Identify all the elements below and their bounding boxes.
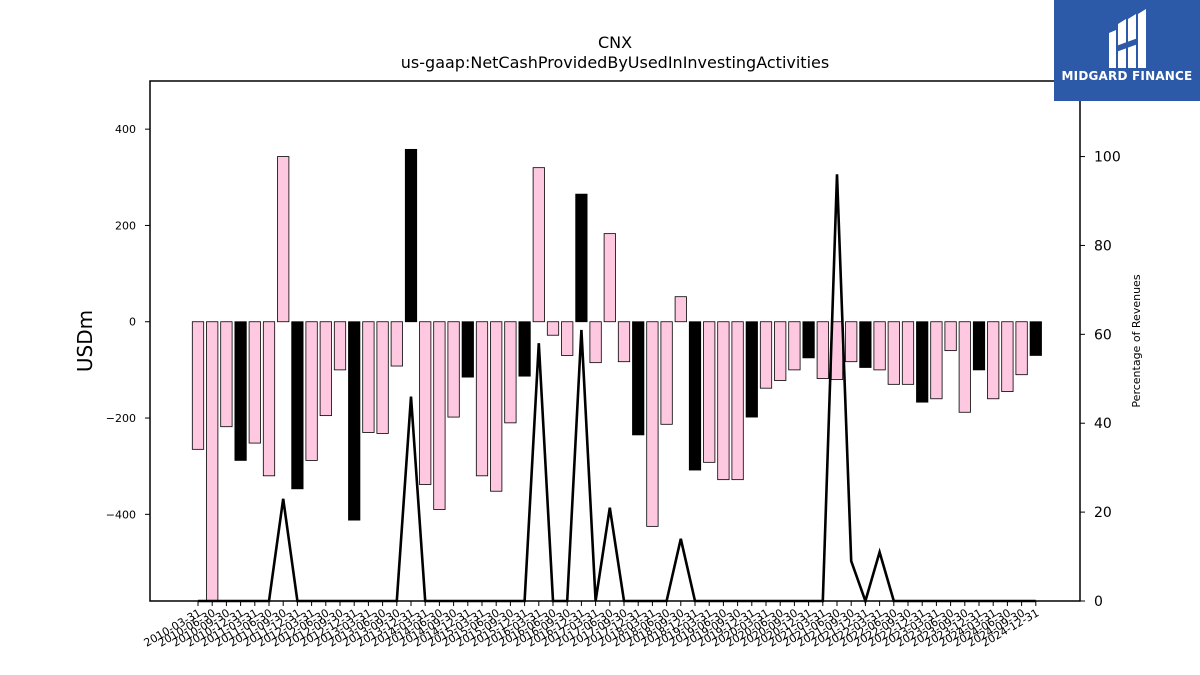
bar-2024-03-31 bbox=[987, 321, 1000, 400]
y-tick-label: 200 bbox=[115, 219, 136, 232]
bar-2017-12-31 bbox=[632, 321, 645, 436]
logo-mark-icon bbox=[1109, 9, 1146, 68]
bar-2024-09-30 bbox=[1015, 321, 1028, 376]
bar-2022-12-31 bbox=[916, 321, 929, 403]
bar-2010-09-30 bbox=[220, 321, 233, 428]
bar-2018-06-30 bbox=[660, 321, 673, 425]
bar-2012-06-30 bbox=[319, 321, 332, 417]
bar-2020-12-31 bbox=[802, 321, 815, 359]
bar-2021-12-31 bbox=[859, 321, 872, 368]
bar-2014-09-30 bbox=[447, 321, 460, 418]
y-axis-label: USDm bbox=[73, 310, 97, 372]
bar-2017-06-30 bbox=[603, 233, 616, 323]
bar-2016-09-30 bbox=[561, 321, 574, 356]
bar-2013-03-31 bbox=[362, 321, 375, 433]
bar-2023-03-31 bbox=[930, 321, 943, 400]
y2-axis-label: Percentage of Revenues bbox=[1130, 274, 1143, 407]
y-tick-label: −200 bbox=[106, 412, 136, 425]
y-tick-label: −400 bbox=[106, 508, 136, 521]
bar-2017-09-30 bbox=[617, 321, 631, 363]
bar-2021-09-30 bbox=[845, 321, 858, 363]
bar-2023-09-30 bbox=[958, 321, 971, 413]
bar-2022-09-30 bbox=[901, 321, 915, 385]
bar-2010-06-30 bbox=[206, 321, 219, 601]
bar-2020-06-30 bbox=[774, 321, 787, 381]
bar-2015-06-30 bbox=[490, 321, 503, 492]
bar-2014-06-30 bbox=[433, 321, 446, 510]
bar-2023-06-30 bbox=[944, 321, 957, 352]
bar-2021-03-31 bbox=[816, 321, 829, 379]
bar-2023-12-31 bbox=[972, 321, 986, 371]
bar-2011-12-31 bbox=[291, 321, 304, 490]
bar-2016-12-31 bbox=[575, 193, 588, 323]
midgard-finance-logo: MIDGARD FINANCE bbox=[1054, 0, 1200, 101]
plot-frame bbox=[149, 80, 1081, 602]
bar-2019-09-30 bbox=[731, 321, 744, 481]
bar-2018-12-31 bbox=[688, 321, 702, 471]
bar-2022-06-30 bbox=[887, 321, 900, 385]
bars-layer bbox=[191, 148, 1042, 601]
bar-2020-03-31 bbox=[759, 321, 773, 389]
y2-tick-label: 100 bbox=[1094, 150, 1121, 166]
bar-2019-12-31 bbox=[745, 321, 758, 418]
bar-2011-06-30 bbox=[262, 321, 276, 477]
bar-2012-12-31 bbox=[348, 321, 361, 521]
bar-2012-03-31 bbox=[305, 321, 318, 461]
bar-2017-03-31 bbox=[589, 321, 602, 364]
chart-subtitle: us-gaap:NetCashProvidedByUsedInInvesting… bbox=[401, 53, 829, 72]
bar-2014-03-31 bbox=[419, 321, 432, 485]
bar-2018-09-30 bbox=[674, 296, 687, 323]
bar-2019-06-30 bbox=[717, 321, 730, 481]
logo-text: MIDGARD FINANCE bbox=[1061, 69, 1193, 83]
y2-tick-label: 0 bbox=[1094, 594, 1103, 610]
y2-tick-label: 40 bbox=[1094, 416, 1112, 432]
bar-2014-12-31 bbox=[461, 321, 474, 378]
y-tick-label: 400 bbox=[115, 123, 136, 136]
bar-2013-12-31 bbox=[404, 148, 418, 323]
bar-2024-06-30 bbox=[1001, 321, 1014, 392]
bar-2013-09-30 bbox=[390, 321, 403, 367]
bar-2018-03-31 bbox=[646, 321, 659, 527]
bar-2015-12-31 bbox=[518, 321, 531, 377]
bar-2022-03-31 bbox=[873, 321, 886, 371]
bar-2012-09-30 bbox=[333, 321, 347, 371]
chart-title: CNX bbox=[598, 33, 632, 52]
bar-2024-12-31 bbox=[1029, 321, 1042, 356]
axes-layer: −400−20002004000204060801002010-03-31201… bbox=[106, 80, 1121, 650]
bar-2011-03-31 bbox=[248, 321, 261, 444]
bar-2019-03-31 bbox=[703, 321, 716, 463]
bar-2013-06-30 bbox=[376, 321, 389, 434]
bar-2010-03-31 bbox=[191, 321, 205, 450]
bar-2011-09-30 bbox=[277, 156, 290, 323]
y-tick-label: 0 bbox=[129, 316, 136, 329]
bar-2016-06-30 bbox=[546, 321, 560, 336]
bar-2015-03-31 bbox=[475, 321, 489, 477]
bar-2020-09-30 bbox=[788, 321, 801, 371]
bar-2010-12-31 bbox=[234, 321, 247, 461]
bar-2016-03-31 bbox=[532, 167, 545, 323]
y2-tick-label: 80 bbox=[1094, 238, 1112, 254]
y2-tick-label: 20 bbox=[1094, 505, 1112, 521]
bar-2015-09-30 bbox=[504, 321, 517, 424]
y2-tick-label: 60 bbox=[1094, 327, 1112, 343]
